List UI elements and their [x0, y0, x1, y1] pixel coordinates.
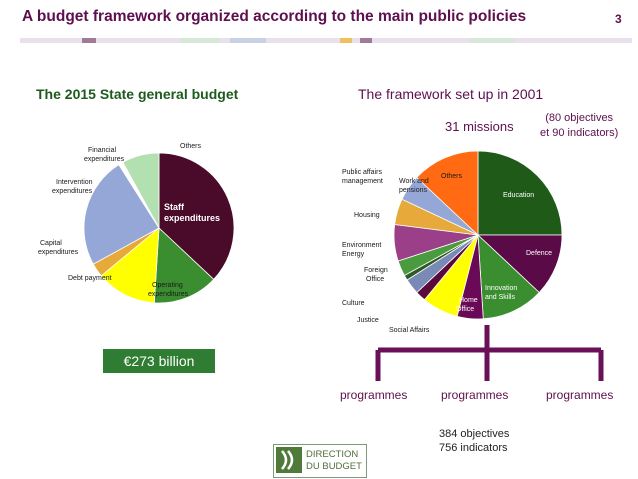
pie-label-defence: Defence	[526, 250, 552, 257]
logo-line1: DIRECTION	[306, 449, 359, 460]
budget-pie-slices	[83, 152, 235, 304]
pie-label-home-1: Home	[459, 297, 478, 304]
missions-pie-slices	[393, 150, 563, 320]
objectives-note: (80 objectives et 90 indicators)	[540, 111, 618, 141]
pie-slice-operating-expenditures	[153, 227, 215, 304]
pie-label-work-2: pensions	[399, 187, 428, 194]
objectives-note-line1: (80 objectives	[545, 112, 614, 124]
pie-label-others-left: Others	[180, 143, 202, 150]
pie-label-intervention-2: expenditures	[52, 188, 93, 195]
pie-label-foreign-1: Foreign	[364, 267, 388, 274]
page-number: 3	[615, 12, 622, 26]
pie-label-justice: Justice	[357, 317, 379, 324]
stats-block: 384 objectives 756 indicators	[439, 427, 509, 455]
logo-text: DIRECTION DU BUDGET	[306, 449, 362, 473]
pie-slice-innovation-and-skills	[477, 234, 540, 320]
pie-label-financial-1: Financial	[88, 147, 116, 154]
right-heading: The framework set up in 2001	[358, 86, 544, 102]
logo-mark-icon	[276, 447, 302, 473]
pie-label-capital-1: Capital	[40, 240, 62, 247]
stats-objectives: 384 objectives	[439, 428, 510, 440]
stats-indicators: 756 indicators	[439, 442, 508, 454]
pie-slice-defence	[476, 234, 563, 294]
title-divider	[20, 38, 632, 43]
left-heading: The 2015 State general budget	[36, 86, 239, 102]
budget-amount: €273 billion	[103, 349, 215, 373]
pie-label-staff-2: expenditures	[164, 213, 220, 223]
pie-slice-intervention-expenditures	[83, 164, 160, 265]
pie-slice-education	[477, 150, 563, 236]
pie-label-public-2: management	[342, 178, 383, 185]
pie-label-work-1: Work and	[399, 178, 429, 185]
pie-slice-debt-payment	[100, 227, 160, 304]
programmes-label-3: programmes	[546, 388, 614, 402]
page-title: A budget framework organized according t…	[22, 8, 527, 25]
pie-label-education: Education	[503, 192, 534, 199]
logo-line2: DU BUDGET	[306, 461, 362, 472]
programmes-label-2: programmes	[441, 388, 509, 402]
pie-label-debt: Debt payment	[68, 275, 112, 282]
pie-label-intervention-1: Intervention	[56, 179, 93, 186]
pie-label-environment-2: Energy	[342, 251, 365, 258]
missions-label: 31 missions	[445, 119, 514, 134]
pie-label-capital-2: expenditures	[38, 249, 79, 256]
programmes-bracket	[375, 325, 604, 381]
pie-label-home-2: Office	[456, 306, 474, 313]
pie-label-housing: Housing	[354, 212, 380, 219]
pie-label-financial-2: expenditures	[84, 156, 125, 163]
pie-label-staff-1: Staff	[164, 202, 185, 212]
missions-pie-chart: Education Defence Innovation and Skills …	[342, 150, 563, 334]
pie-label-foreign-2: Office	[366, 276, 384, 283]
pie-label-culture: Culture	[342, 300, 365, 307]
pie-slice-others	[416, 150, 479, 236]
pie-slice-staff-expenditures	[158, 152, 235, 280]
programmes-label-1: programmes	[340, 388, 408, 402]
pie-label-social: Social Affairs	[389, 327, 430, 334]
pie-label-operating-1: Operating	[152, 282, 183, 289]
pie-label-operating-2: expenditures	[148, 291, 189, 298]
pie-label-others-right: Others	[441, 173, 463, 180]
budget-pie-chart: Staff expenditures Operating expenditure…	[38, 143, 235, 304]
pie-label-public-1: Public affairs	[342, 169, 382, 176]
pie-slice-others	[122, 152, 160, 229]
pie-label-environment-1: Environment	[342, 242, 381, 249]
pie-label-innovation-2: and Skills	[485, 294, 515, 301]
objectives-note-line2: et 90 indicators)	[540, 127, 619, 139]
pie-label-innovation-1: Innovation	[485, 285, 517, 292]
direction-du-budget-logo: DIRECTION DU BUDGET	[273, 444, 367, 478]
